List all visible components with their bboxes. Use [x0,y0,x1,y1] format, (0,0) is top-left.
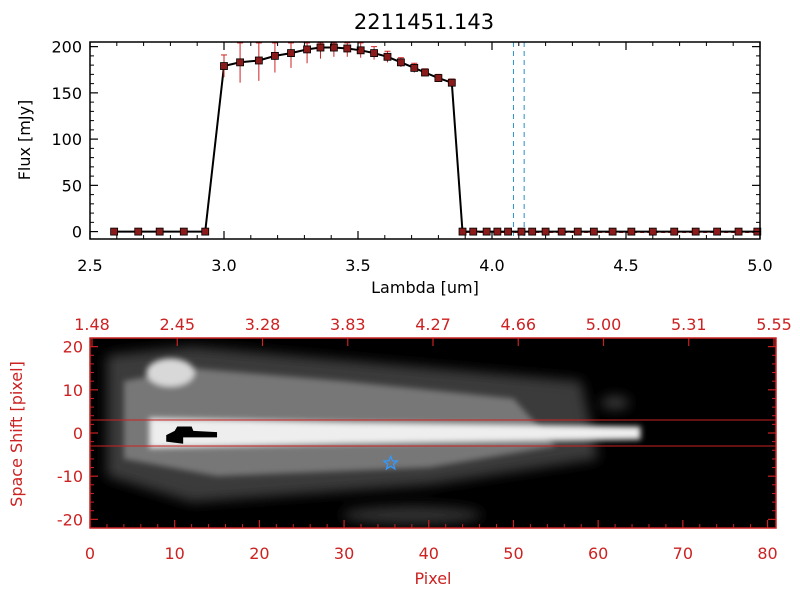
data-point [627,227,636,236]
x-tick-label: 30 [334,544,354,563]
top-tick-label: 1.48 [74,315,110,334]
data-point [220,62,228,70]
data-point [447,78,456,87]
trace-core [149,417,641,449]
data-point [573,227,582,236]
x-tick-label: 70 [673,544,693,563]
spectrum-title: 2211451.143 [354,10,494,34]
lower-blob [341,506,482,525]
image-x-ticks: 0 10 20 30 40 50 60 70 80 [85,520,778,563]
x-tick-label: 5.0 [747,256,772,275]
x-tick-label: 40 [419,544,439,563]
spectrum-panel: 2211451.143 2.5 3.0 3.5 4.0 4.5 5.0 0 50 100 150… [15,10,773,297]
core-region [149,417,641,449]
y-tick-label: 150 [51,84,82,103]
data-point [608,227,617,236]
data-point [589,227,598,236]
y-tick-label: -20 [57,510,83,529]
top-tick-label: 4.27 [415,315,451,334]
y-tick-label: 0 [73,424,83,443]
data-point [356,46,365,55]
top-tick-label: 5.31 [671,315,707,334]
data-point [134,227,143,236]
y-tick-label: 10 [63,381,83,400]
bright-knot [146,358,195,387]
image-top-ticks: 1.48 2.45 3.28 3.83 4.27 4.66 5.00 5.31 5.55 [74,315,792,346]
data-point [458,227,467,236]
x-tick-label: 4.5 [613,256,638,275]
y-tick-label: 0 [72,223,82,242]
spectral-image [90,338,776,528]
spectrum-y-label: Flux [mJy] [15,100,34,181]
y-tick-label: 100 [51,130,82,149]
data-point [421,68,429,77]
x-tick-label: 50 [503,544,523,563]
data-point [713,227,722,236]
data-point [691,227,700,236]
spectrum-x-ticks: 2.5 3.0 3.5 4.0 4.5 5.0 [77,42,773,275]
data-point [316,43,325,52]
data-point [383,52,392,61]
data-point [110,227,119,236]
top-tick-label: 5.55 [756,315,792,334]
image-y-label: Space Shift [pixel] [7,361,26,507]
y-tick-label: 200 [51,38,82,57]
top-tick-label: 3.83 [330,315,366,334]
data-point [155,227,164,236]
data-point [648,227,657,236]
y-tick-label: 50 [62,176,82,195]
x-tick-label: 4.0 [479,256,504,275]
x-tick-label: 10 [165,544,185,563]
x-tick-label: 80 [757,544,777,563]
data-point [179,227,188,236]
spectrum-frame [89,41,761,240]
data-point [254,56,263,65]
data-point [329,43,338,52]
data-point [271,51,279,60]
data-point [557,227,566,236]
top-tick-label: 3.28 [245,315,281,334]
image-x-label: Pixel [414,569,451,588]
spectrum-x-label: Lambda [um] [371,278,479,297]
y-tick-label: 20 [63,338,83,357]
x-tick-label: 3.5 [345,256,370,275]
spectrum-y-ticks: 0 50 100 150 200 [51,38,760,242]
spectrum-plot-area [110,42,762,239]
data-point [482,227,491,236]
data-point [410,63,419,72]
top-tick-label: 2.45 [159,315,195,334]
image-panel: 0 10 20 30 40 50 60 70 80 1.48 2.45 3.28 3.83 4.27 4.… [7,315,792,588]
x-tick-label: 20 [249,544,269,563]
x-tick-label: 0 [85,544,95,563]
data-point [670,227,679,236]
data-point [517,227,526,236]
top-tick-label: 4.66 [500,315,536,334]
data-point [396,58,405,67]
data-point [287,49,295,57]
data-point [201,227,210,236]
top-tick-label: 5.00 [586,315,622,334]
image-y-ticks: -20 -10 0 10 20 [57,338,776,529]
data-point [541,227,550,236]
data-point [370,49,378,57]
data-point [504,227,512,236]
data-point [734,227,743,236]
data-point [493,227,502,236]
data-point [343,44,352,53]
x-tick-label: 3.0 [211,256,236,275]
x-tick-label: 2.5 [77,256,102,275]
saturated-pixels [166,426,218,444]
data-point [528,227,537,236]
source-star-marker [382,454,399,471]
data-point [469,227,478,236]
data-point [434,74,443,82]
data-point [236,58,244,67]
y-tick-label: -10 [57,467,83,486]
data-point [303,45,311,54]
right-blob [601,396,630,409]
x-tick-label: 60 [588,544,608,563]
